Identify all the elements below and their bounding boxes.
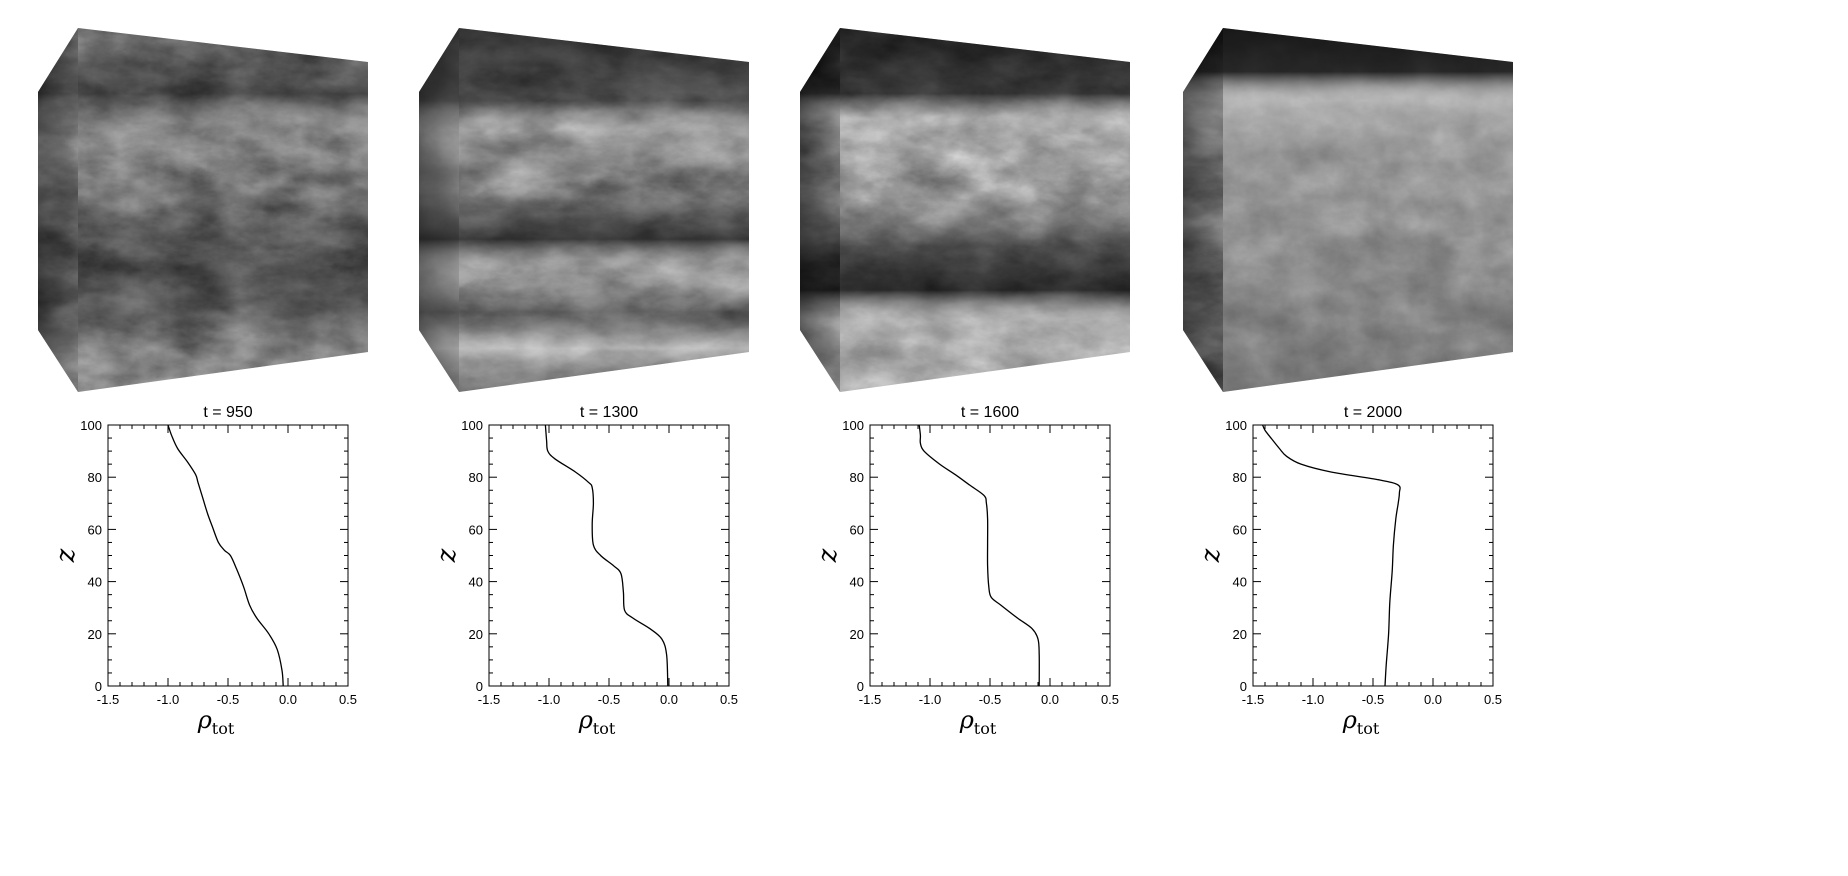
y-axis-label: z xyxy=(432,548,462,563)
y-tick-label: 100 xyxy=(1225,418,1247,433)
x-tick-label: -1.0 xyxy=(1302,692,1324,707)
y-tick-label: 60 xyxy=(850,522,864,537)
cube-side-face xyxy=(800,28,840,392)
simulation-cube-image xyxy=(800,28,1130,392)
x-tick-label: -0.5 xyxy=(598,692,620,707)
y-tick-label: 20 xyxy=(850,627,864,642)
panel-2: t = 1300 -1.5 -1.0 -0.5 0.0 0.5 0 20 40 60 80 100 ρt… xyxy=(419,28,749,738)
x-tick-label: 0.0 xyxy=(1041,692,1059,707)
x-axis-label: ρtot xyxy=(197,706,235,738)
x-tick-label: -1.5 xyxy=(478,692,500,707)
cube-front-face xyxy=(1223,28,1513,392)
x-tick-label: 0.0 xyxy=(279,692,297,707)
x-tick-label: -0.5 xyxy=(217,692,239,707)
y-tick-label: 60 xyxy=(469,522,483,537)
y-tick-label: 40 xyxy=(1233,575,1247,590)
y-tick-label: 20 xyxy=(88,627,102,642)
density-profile-line xyxy=(1262,424,1401,687)
x-tick-label: -0.5 xyxy=(1362,692,1384,707)
x-axis-label: ρtot xyxy=(959,706,997,738)
y-axis-label: z xyxy=(1196,548,1226,563)
y-tick-label: 80 xyxy=(88,470,102,485)
y-tick-label: 0 xyxy=(1240,679,1247,694)
y-tick-label: 60 xyxy=(1233,522,1247,537)
y-axis-label: z xyxy=(51,548,81,563)
x-tick-label: 0.5 xyxy=(720,692,738,707)
plot-frame xyxy=(869,424,1111,687)
x-tick-label: 0.0 xyxy=(1424,692,1442,707)
cube-side-face xyxy=(1183,28,1223,392)
simulation-cube-image xyxy=(1183,28,1513,392)
profile-plot: t = 1600 -1.5 -1.0 -0.5 0.0 0.5 0 20 40 60 80 100 ρt… xyxy=(813,404,1119,738)
profile-plot: t = 1300 -1.5 -1.0 -0.5 0.0 0.5 0 20 40 60 80 100 ρt… xyxy=(432,404,738,738)
density-profile-line xyxy=(167,424,284,687)
cube-front-face xyxy=(78,28,368,392)
x-axis-label: ρtot xyxy=(578,706,616,738)
y-tick-label: 20 xyxy=(469,627,483,642)
y-tick-label: 100 xyxy=(461,418,483,433)
simulation-cube-image xyxy=(419,28,749,392)
panel-title: t = 950 xyxy=(203,404,252,421)
x-tick-label: -1.5 xyxy=(1242,692,1264,707)
y-tick-label: 80 xyxy=(1233,470,1247,485)
cube-side-face xyxy=(38,28,78,392)
y-tick-label: 100 xyxy=(842,418,864,433)
panel-1: t = 950 -1.5 -1.0 -0.5 0.0 0.5 0 20 40 60 80 100 ρto… xyxy=(38,28,368,738)
y-tick-label: 0 xyxy=(476,679,483,694)
x-tick-label: -1.0 xyxy=(157,692,179,707)
x-tick-label: -1.0 xyxy=(919,692,941,707)
x-tick-label: 0.5 xyxy=(1101,692,1119,707)
x-tick-label: 0.5 xyxy=(1484,692,1502,707)
plot-frame xyxy=(488,424,730,687)
x-tick-label: -1.5 xyxy=(97,692,119,707)
y-tick-label: 40 xyxy=(850,575,864,590)
panel-title: t = 2000 xyxy=(1344,404,1402,421)
cube-front-face xyxy=(459,28,749,392)
y-tick-label: 20 xyxy=(1233,627,1247,642)
simulation-cube-image xyxy=(38,28,368,392)
y-tick-label: 60 xyxy=(88,522,102,537)
panel-title: t = 1600 xyxy=(961,404,1019,421)
y-tick-label: 0 xyxy=(857,679,864,694)
y-tick-label: 40 xyxy=(469,575,483,590)
panel-title: t = 1300 xyxy=(580,404,638,421)
y-tick-label: 0 xyxy=(95,679,102,694)
x-tick-label: 0.5 xyxy=(339,692,357,707)
profile-plot: t = 2000 -1.5 -1.0 -0.5 0.0 0.5 0 20 40 60 80 100 ρt… xyxy=(1196,404,1502,738)
density-profile-line xyxy=(918,424,1040,687)
cube-side-face xyxy=(419,28,459,392)
x-tick-label: -1.5 xyxy=(859,692,881,707)
x-axis-label: ρtot xyxy=(1342,706,1380,738)
y-tick-label: 80 xyxy=(850,470,864,485)
plot-frame xyxy=(107,424,349,687)
y-tick-label: 80 xyxy=(469,470,483,485)
x-tick-label: 0.0 xyxy=(660,692,678,707)
y-axis-label: z xyxy=(813,548,843,563)
plot-frame xyxy=(1252,424,1494,687)
x-tick-label: -0.5 xyxy=(979,692,1001,707)
x-tick-label: -1.0 xyxy=(538,692,560,707)
panel-3: t = 1600 -1.5 -1.0 -0.5 0.0 0.5 0 20 40 60 80 100 ρt… xyxy=(800,28,1130,738)
y-tick-label: 40 xyxy=(88,575,102,590)
y-tick-label: 100 xyxy=(80,418,102,433)
profile-plot: t = 950 -1.5 -1.0 -0.5 0.0 0.5 0 20 40 60 80 100 ρto… xyxy=(51,404,357,738)
density-profile-line xyxy=(544,424,669,687)
cube-front-face xyxy=(840,28,1130,392)
panel-4: t = 2000 -1.5 -1.0 -0.5 0.0 0.5 0 20 40 60 80 100 ρt… xyxy=(1183,28,1513,738)
